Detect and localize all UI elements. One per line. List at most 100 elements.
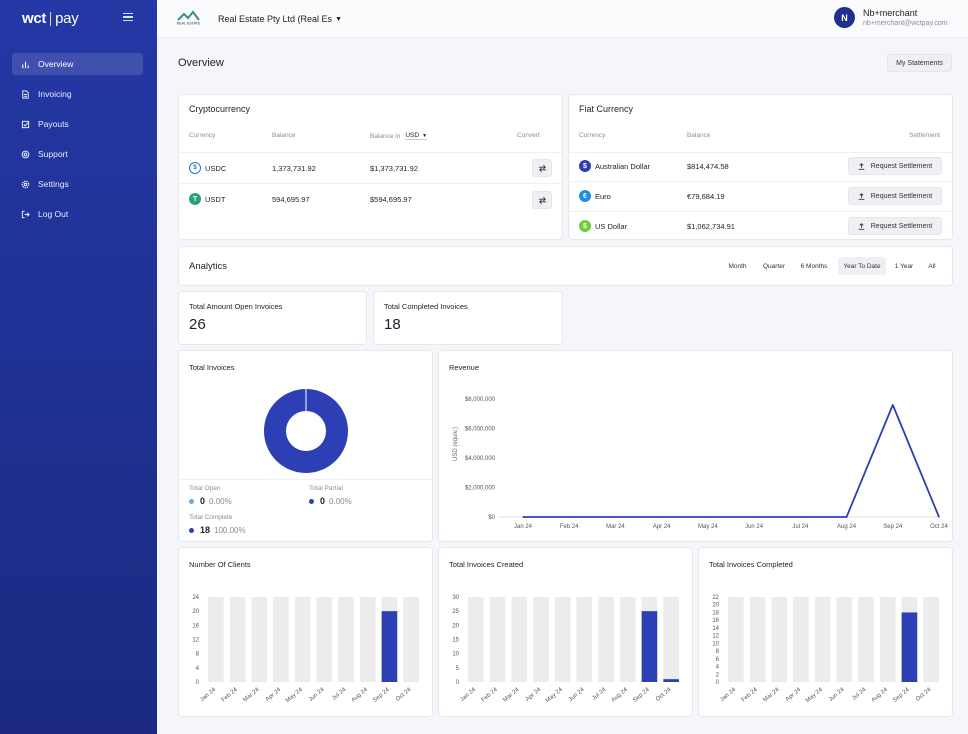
x-tick-label: Sep 24 (372, 687, 391, 704)
legend-dot (189, 527, 194, 533)
col-currency: Currency (189, 132, 216, 139)
y-tick-label: 14 (712, 626, 719, 632)
request-settlement-button[interactable]: Request Settlement (848, 157, 942, 175)
legend-label-open: Total Open (189, 485, 221, 492)
bar-background (229, 597, 246, 682)
x-tick-label: Feb 24 (481, 687, 500, 704)
nav-label: Log Out (38, 209, 69, 219)
y-tick-label: 15 (452, 638, 459, 644)
revenue-point-feb-24 (568, 516, 570, 518)
col-balance: Balance (272, 132, 296, 139)
request-settlement-button[interactable]: Request Settlement (848, 187, 942, 205)
nav-item-overview[interactable]: Overview (12, 53, 143, 75)
convert-button[interactable] (532, 191, 552, 209)
x-tick-label: Jan 24 (459, 687, 477, 704)
balance-value: $1,062,734.91 (687, 222, 735, 231)
card-title: Total Invoices Created (449, 560, 524, 569)
x-tick-label: Feb 24 (741, 687, 760, 704)
svg-text:REAL ESTATE: REAL ESTATE (177, 22, 201, 26)
revenue-point-jan-24 (522, 516, 524, 518)
revenue-point-jul-24 (799, 516, 801, 518)
balance-value: €79,684.19 (687, 192, 725, 201)
y-tick-label: $4,000,000 (465, 456, 496, 462)
bar-background (533, 597, 549, 682)
revenue-point-apr-24 (661, 516, 663, 518)
balance-value: 594,695.97 (272, 195, 310, 204)
x-tick-label: Jan 24 (719, 687, 737, 704)
nav-item-settings[interactable]: Settings (12, 173, 143, 195)
bar-background (208, 597, 224, 682)
x-tick-label: Oct 24 (395, 687, 413, 703)
crypto-card: Cryptocurrency Currency Balance Balance … (178, 94, 563, 240)
nav-item-support[interactable]: Support (12, 143, 143, 165)
button-label: Request Settlement (870, 162, 933, 170)
nav-label: Invoicing (38, 89, 72, 99)
x-tick-label: Apr 24 (785, 687, 803, 703)
stat-label: Total Amount Open Invoices (189, 302, 283, 311)
range-quarter[interactable]: Quarter (762, 262, 786, 270)
clients-card: Number Of Clients 0 4 8 12 16 20 24 Jan 24 Feb 2… (178, 547, 433, 717)
nav-item-payouts[interactable]: Payouts (12, 113, 143, 135)
x-tick-label: May 24 (698, 524, 718, 530)
stat-value: 18 (384, 316, 401, 333)
y-tick-label: 10 (452, 652, 459, 658)
revenue-point-aug-24 (845, 516, 848, 518)
y-tick-label: 22 (712, 595, 719, 601)
crypto-title: Cryptocurrency (189, 104, 251, 114)
col-currency: Currency (579, 132, 606, 139)
range-1-year[interactable]: 1 Year (894, 262, 914, 270)
nav-item-invoicing[interactable]: Invoicing (12, 83, 143, 105)
y-tick-label: 25 (452, 609, 459, 615)
top-bar: REAL ESTATE Real Estate Pty Ltd (Real Es… (157, 0, 968, 38)
range-all[interactable]: All (928, 262, 936, 270)
col-balance: Balance (687, 132, 711, 139)
legend-pct: 100.00% (214, 525, 246, 535)
my-statements-button[interactable]: My Statements (887, 54, 952, 72)
revenue-point-may-24 (707, 516, 709, 518)
y-axis-label: USD (equiv.) (453, 427, 459, 461)
y-tick-label: $2,000,000 (465, 486, 496, 492)
company-name: Real Estate Pty Ltd (Real Es (218, 14, 333, 24)
x-tick-label: Sep 24 (883, 524, 903, 530)
x-tick-label: Oct 24 (655, 687, 673, 703)
nav-item-logout[interactable]: Log Out (12, 203, 143, 225)
bar-background (749, 597, 766, 682)
x-tick-label: May 24 (545, 687, 564, 705)
y-tick-label: 16 (192, 623, 199, 629)
upload-icon (858, 222, 865, 230)
stat-value: 26 (189, 316, 206, 333)
bar-background (793, 597, 809, 682)
y-tick-label: 12 (712, 634, 719, 640)
y-tick-label: $6,000,000 (465, 427, 496, 433)
col-balance-in-label: Balance in (370, 132, 401, 140)
logo-pay: pay (55, 10, 79, 27)
y-tick-label: 20 (192, 609, 199, 615)
brand-logo[interactable]: wct pay (22, 10, 79, 27)
menu-toggle-icon[interactable] (123, 13, 133, 21)
convert-button[interactable] (532, 159, 552, 177)
currency-name: USDT (205, 195, 226, 204)
y-tick-label: 4 (716, 665, 720, 671)
stat-label: Total Completed Invoices (384, 302, 468, 311)
euro-icon: € (579, 190, 591, 202)
range-6-months[interactable]: 6 Months (800, 262, 828, 270)
avatar[interactable]: N (834, 7, 855, 28)
legend-label-complete: Total Complete (189, 514, 233, 521)
x-tick-label: Jul 24 (331, 687, 348, 702)
range-month[interactable]: Month (728, 262, 747, 270)
request-settlement-button[interactable]: Request Settlement (848, 217, 942, 235)
currency-select[interactable]: USD ▼ (405, 132, 428, 140)
x-tick-label: Mar 24 (502, 687, 521, 704)
y-tick-label: 20 (712, 603, 719, 609)
bar-background (489, 597, 506, 682)
bar-background (814, 597, 831, 682)
legend-count: 0 (320, 496, 326, 506)
company-selector[interactable]: Real Estate Pty Ltd (Real Es ▼ (218, 14, 342, 24)
company-logo: REAL ESTATE (177, 10, 201, 26)
user-name: Nb+merchant (863, 8, 918, 18)
bar-chart-icon (22, 61, 29, 68)
currency-name: Australian Dollar (595, 162, 651, 171)
bar-background (858, 597, 874, 682)
range-year-to-date[interactable]: Year To Date (838, 257, 886, 275)
legend-value-open: 0 0.00% (189, 496, 232, 506)
